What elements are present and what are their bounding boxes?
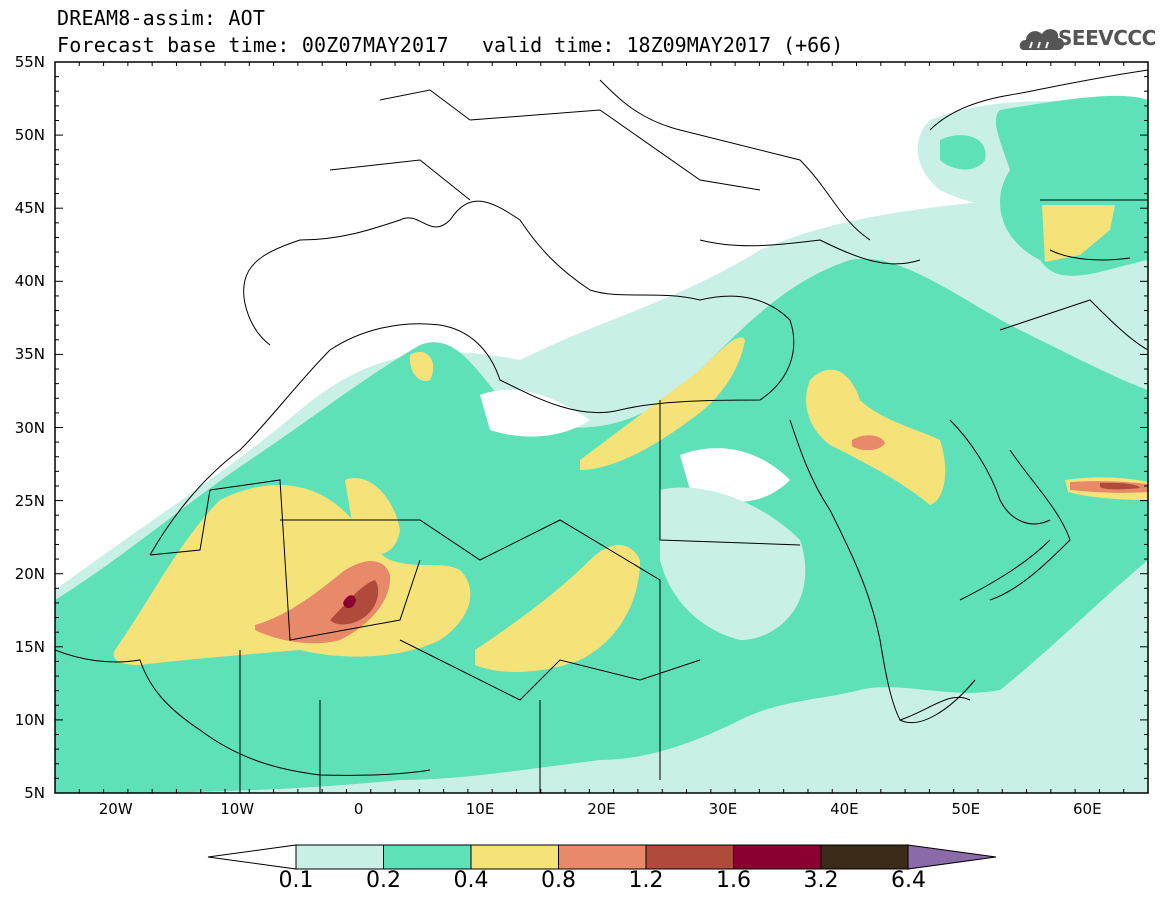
colorbar-swatch <box>470 844 559 870</box>
lat-tick-label: 30N <box>14 418 45 437</box>
lon-tick-label: 10E <box>465 800 495 818</box>
colorbar-label: 1.6 <box>716 868 751 893</box>
colorbar-swatch <box>645 844 734 870</box>
colorbar-label: 0.4 <box>453 868 489 893</box>
colorbar-label: 0.2 <box>366 868 401 893</box>
colorbar-swatch <box>295 844 384 870</box>
colorbar-swatch <box>820 844 909 870</box>
lon-tick-label: 40E <box>830 800 859 818</box>
lon-tick-label: 10W <box>220 800 255 818</box>
lat-tick-label: 25N <box>14 491 45 510</box>
lat-tick-label: 45N <box>14 199 45 218</box>
lon-tick-label: 50E <box>951 800 981 818</box>
lon-tick-label: 60E <box>1072 800 1102 818</box>
base-time: Forecast base time: 00Z07MAY2017 <box>57 33 449 57</box>
aot-contour-0.2 <box>55 258 1148 793</box>
colorbar-max-arrow <box>907 844 997 870</box>
lon-tick-label: 30E <box>708 800 738 818</box>
logo-text: SEEVCCC <box>1058 26 1156 50</box>
colorbar-swatch <box>733 844 822 870</box>
colorbar-label: 0.8 <box>541 868 576 893</box>
colorbar-min-arrow <box>207 844 297 870</box>
colorbar-label: 3.2 <box>803 868 839 893</box>
colorbar-swatch <box>558 844 647 870</box>
valid-time: valid time: 18Z09MAY2017 (+66) <box>482 33 844 57</box>
lat-tick-label: 55N <box>14 53 45 71</box>
lat-tick-label: 40N <box>14 272 45 291</box>
lat-tick-label: 15N <box>14 637 45 656</box>
colorbar-swatch <box>383 844 472 870</box>
lon-tick-label: 20W <box>98 800 133 818</box>
map-title: DREAM8-assim: AOT <box>57 6 266 30</box>
lat-tick-label: 50N <box>14 126 45 145</box>
lat-tick-label: 20N <box>14 564 45 583</box>
colorbar-label: 6.4 <box>891 868 926 893</box>
lat-tick-label: 5N <box>24 784 45 802</box>
lat-tick-label: 10N <box>14 710 45 729</box>
lon-tick-label: 0 <box>353 800 364 818</box>
colorbar-label: 1.2 <box>628 868 664 893</box>
cloud-icon <box>1019 29 1064 50</box>
colorbar <box>207 844 997 870</box>
lon-tick-label: 20E <box>587 800 616 818</box>
lat-tick-label: 35N <box>14 345 45 364</box>
colorbar-label: 0.1 <box>278 868 314 893</box>
